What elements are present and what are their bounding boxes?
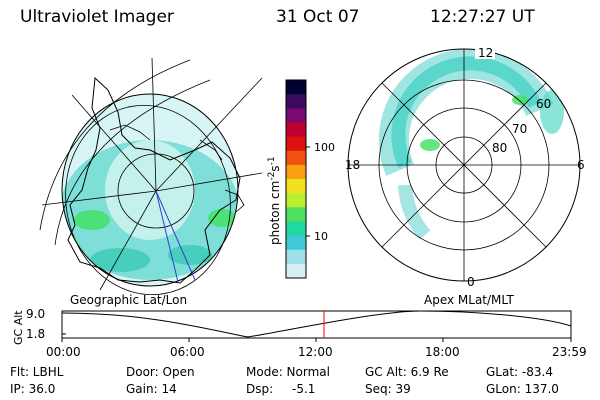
glat-info: GLat: -83.4 xyxy=(486,365,553,379)
colorbar-band xyxy=(286,164,306,180)
magnetic-polar-map: 12 18 6 0 60 70 80 xyxy=(345,45,585,289)
glon-info: GLon: 137.0 xyxy=(486,382,559,396)
colorbar-band xyxy=(286,150,306,166)
dsp-label: Dsp: xyxy=(246,382,274,396)
colorbar-band xyxy=(286,179,306,194)
colorbar: 100 10 photon cm-2s-1 xyxy=(267,79,335,279)
gc-alt-info: GC Alt: 6.9 Re xyxy=(365,365,449,379)
x-tick-1200: 12:00 xyxy=(298,345,333,359)
x-tick-0600: 06:00 xyxy=(170,345,205,359)
colorbar-band xyxy=(286,235,306,251)
colorbar-band xyxy=(286,221,306,237)
geographic-map xyxy=(39,57,263,296)
geographic-caption: Geographic Lat/Lon xyxy=(70,293,188,307)
colorbar-band xyxy=(286,108,306,123)
seq-info: Seq: 39 xyxy=(365,382,411,396)
colorbar-band xyxy=(286,94,306,109)
mlt-label-0: 0 xyxy=(467,275,475,289)
x-tick-2359: 23:59 xyxy=(552,345,587,359)
colorbar-tick-label-10: 10 xyxy=(314,230,328,243)
mlt-label-12: 12 xyxy=(478,46,493,60)
aurora-emission-mag xyxy=(378,49,564,240)
colorbar-band xyxy=(286,263,306,279)
altitude-axis-label: GC Alt xyxy=(12,310,25,345)
colorbar-band xyxy=(286,193,306,208)
mlat-label-70: 70 xyxy=(512,122,527,136)
mlt-label-6: 6 xyxy=(577,158,585,172)
mlt-label-18: 18 xyxy=(345,158,360,172)
colorbar-label: photon cm-2s-1 xyxy=(267,156,282,245)
colorbar-band xyxy=(286,249,306,265)
altitude-curve xyxy=(61,310,572,338)
dsp-value: -5.1 xyxy=(292,382,316,396)
colorbar-band xyxy=(286,136,306,152)
colorbar-band xyxy=(286,80,306,95)
date-label: 31 Oct 07 xyxy=(276,7,360,27)
door-info: Door: Open xyxy=(126,365,195,379)
altitude-strip: GC Alt 9.0 1.8 xyxy=(12,307,572,345)
colorbar-gradient xyxy=(286,80,306,279)
filter-info: Flt: LBHL xyxy=(10,365,64,379)
ip-info: IP: 36.0 xyxy=(10,382,56,396)
magnetic-caption: Apex MLat/MLT xyxy=(424,293,514,307)
instrument-title: Ultraviolet Imager xyxy=(20,7,174,27)
aurora-emission-geo xyxy=(62,94,238,286)
y-tick-1-8: 1.8 xyxy=(26,327,45,341)
mlat-label-60: 60 xyxy=(536,97,551,111)
gain-info: Gain: 14 xyxy=(126,382,177,396)
x-tick-0000: 00:00 xyxy=(46,345,81,359)
colorbar-tick-label-100: 100 xyxy=(314,141,335,154)
y-tick-9: 9.0 xyxy=(26,307,45,321)
time-label: 12:27:27 UT xyxy=(430,7,535,27)
colorbar-band xyxy=(286,122,306,138)
x-tick-1800: 18:00 xyxy=(425,345,460,359)
mode-info: Mode: Normal xyxy=(246,365,330,379)
colorbar-band xyxy=(286,207,306,222)
mlat-label-80: 80 xyxy=(492,141,507,155)
